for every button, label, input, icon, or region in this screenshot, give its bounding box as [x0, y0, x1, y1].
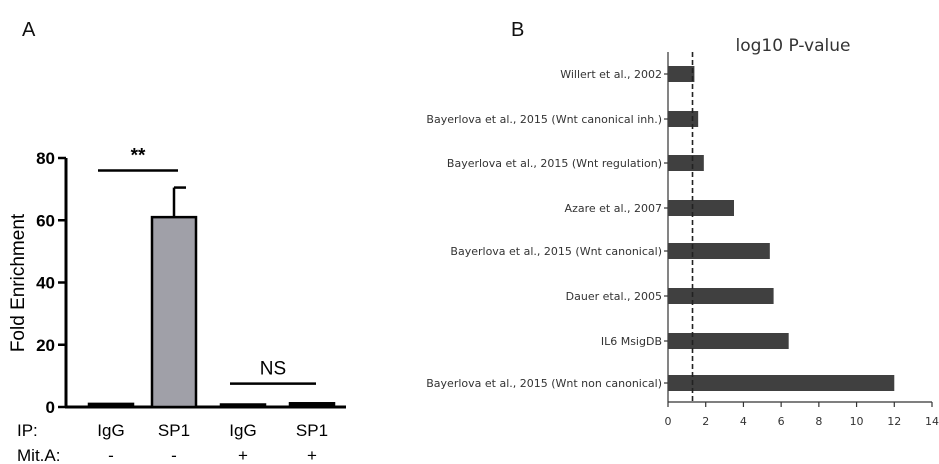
chart-a: 0 20 40 60 80 Fold Enrichment ** NS IP: Mit.A: IgG… [8, 145, 346, 464]
category-label: Bayerlova et al., 2015 (Wnt regulation) [447, 157, 662, 170]
y-tick-label: 0 [46, 398, 55, 417]
category-label: Bayerlova et al., 2015 (Wnt canonical in… [426, 113, 662, 126]
mit-row-label: Mit.A: [17, 446, 60, 464]
bar [668, 155, 704, 171]
category-label: IL6 MsigDB [601, 335, 662, 348]
bar [288, 402, 336, 409]
bar [668, 243, 770, 259]
bar [668, 66, 695, 82]
chart-b: log10 P-value 0 2 4 6 8 10 12 14 Willert et al., … [426, 36, 939, 428]
panel-b-letter: B [511, 19, 524, 41]
bar [668, 111, 699, 127]
x-tick-label: 4 [740, 415, 747, 428]
mit-value-label: - [171, 446, 177, 464]
bar [668, 375, 895, 391]
x-tick-label: 12 [887, 415, 901, 428]
x-category-label: IgG [97, 421, 124, 440]
significance-label: NS [260, 359, 286, 380]
bar [668, 200, 734, 216]
bar [150, 215, 198, 409]
category-label: Azare et al., 2007 [565, 202, 662, 215]
bar [87, 402, 135, 409]
category-label: Bayerlova et al., 2015 (Wnt non canonica… [426, 377, 662, 390]
x-category-label: SP1 [158, 421, 190, 440]
y-axis-label: Fold Enrichment [8, 213, 29, 352]
mit-value-label: + [238, 446, 248, 464]
category-label: Dauer etal., 2005 [566, 290, 662, 303]
y-tick-label: 60 [36, 211, 55, 230]
significance-label: ** [131, 145, 146, 166]
ip-row-label: IP: [17, 421, 38, 440]
y-tick-label: 20 [36, 336, 55, 355]
x-tick-label: 8 [815, 415, 822, 428]
category-label: Bayerlova et al., 2015 (Wnt canonical) [450, 245, 662, 258]
category-label: Willert et al., 2002 [560, 68, 662, 81]
mit-value-label: + [307, 446, 317, 464]
bar [668, 288, 774, 304]
x-tick-label: 6 [778, 415, 785, 428]
bar [219, 403, 267, 409]
mit-value-label: - [108, 446, 114, 464]
y-tick-label: 40 [36, 274, 55, 293]
x-category-label: SP1 [296, 421, 328, 440]
x-category-label: IgG [229, 421, 256, 440]
x-tick-label: 10 [850, 415, 864, 428]
chart-title: log10 P-value [736, 36, 851, 56]
y-tick-label: 80 [36, 149, 55, 168]
x-tick-label: 14 [925, 415, 939, 428]
x-tick-label: 2 [702, 415, 709, 428]
panel-a-letter: A [22, 19, 36, 41]
x-tick-label: 0 [665, 415, 672, 428]
bar [668, 333, 789, 349]
